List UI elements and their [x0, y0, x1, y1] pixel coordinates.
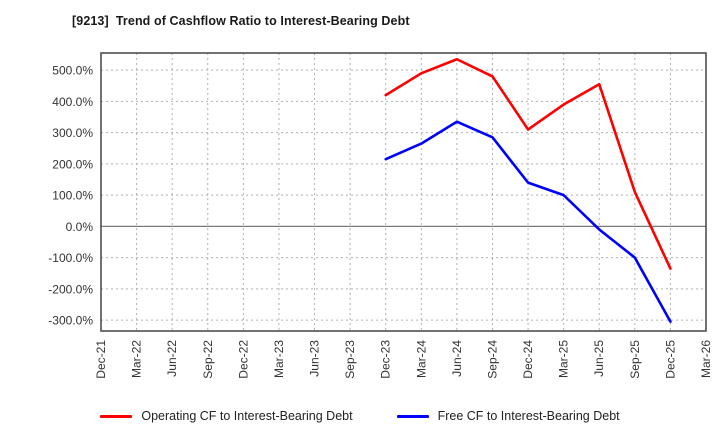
- x-axis-tick-label: Dec-25: [663, 340, 677, 379]
- y-axis-tick-label: -100.0%: [48, 251, 93, 265]
- y-axis-tick-label: -200.0%: [48, 282, 93, 296]
- x-axis-tick-label: Dec-22: [236, 340, 250, 379]
- series-line-operating-cf: [384, 57, 672, 270]
- y-axis-tick-label: 200.0%: [52, 157, 93, 171]
- series-line-free-cf: [384, 120, 672, 323]
- legend-label-operating-cf: Operating CF to Interest-Bearing Debt: [141, 409, 353, 423]
- x-axis-tick-label: Mar-24: [414, 340, 428, 378]
- x-axis-tick-label: Mar-25: [557, 340, 571, 378]
- x-axis-tick-label: Jun-24: [450, 340, 464, 377]
- x-axis-tick-label: Jun-25: [592, 340, 606, 377]
- legend: Operating CF to Interest-Bearing Debt Fr…: [0, 403, 720, 429]
- x-axis-tick-label: Sep-24: [485, 340, 499, 379]
- x-axis-tick-label: Sep-22: [201, 340, 215, 379]
- y-axis-tick-label: 0.0%: [66, 220, 94, 234]
- x-axis-tick-label: Sep-23: [343, 340, 357, 379]
- legend-item-free-cf: Free CF to Interest-Bearing Debt: [396, 409, 620, 423]
- chart-title: [9213] Trend of Cashflow Ratio to Intere…: [72, 14, 410, 28]
- legend-swatch-operating-cf: [100, 414, 133, 418]
- legend-swatch-free-cf: [396, 414, 429, 418]
- legend-item-operating-cf: Operating CF to Interest-Bearing Debt: [100, 409, 353, 423]
- x-axis-tick-label: Mar-26: [699, 340, 713, 378]
- x-axis-tick-label: Mar-23: [272, 340, 286, 378]
- y-axis-tick-label: -300.0%: [48, 314, 93, 328]
- x-axis-tick-label: Dec-21: [94, 340, 108, 379]
- y-axis-tick-label: 500.0%: [52, 64, 93, 78]
- x-axis-tick-label: Jun-23: [308, 340, 322, 377]
- x-axis-tick-label: Dec-23: [379, 340, 393, 379]
- plot-frame: [100, 52, 707, 332]
- x-axis-tick-label: Dec-24: [521, 340, 535, 379]
- y-axis-tick-label: 300.0%: [52, 126, 93, 140]
- x-axis-tick-label: Mar-22: [130, 340, 144, 378]
- y-axis-tick-label: 400.0%: [52, 95, 93, 109]
- legend-label-free-cf: Free CF to Interest-Bearing Debt: [437, 409, 620, 423]
- x-axis-tick-label: Jun-22: [165, 340, 179, 377]
- x-axis-tick-label: Sep-25: [628, 340, 642, 379]
- y-axis-tick-label: 100.0%: [52, 189, 93, 203]
